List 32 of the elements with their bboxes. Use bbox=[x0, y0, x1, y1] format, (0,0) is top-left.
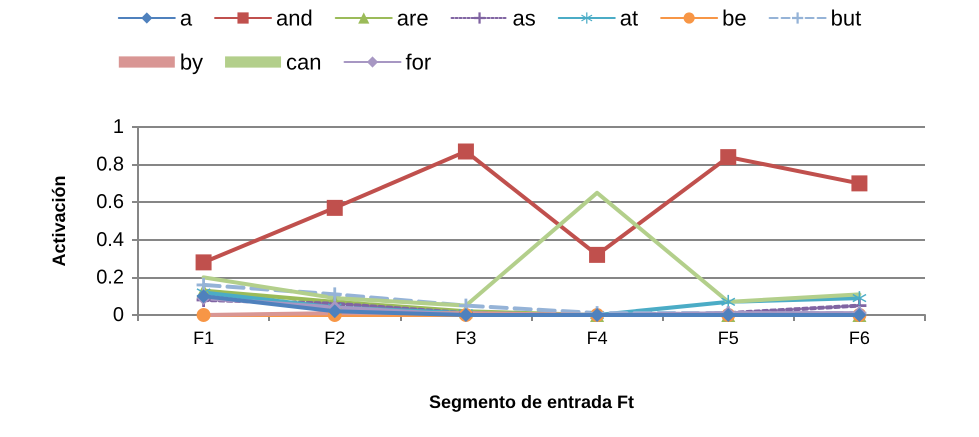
x-tick-label: F2 bbox=[324, 328, 346, 348]
point bbox=[458, 143, 474, 160]
y-tick-label: 0.4 bbox=[96, 228, 124, 251]
legend-label: a bbox=[180, 6, 193, 30]
y-tick-label: 0.6 bbox=[96, 191, 124, 214]
point bbox=[196, 308, 211, 322]
legend-label: for bbox=[406, 50, 432, 74]
point bbox=[196, 254, 212, 270]
x-tick-label: F3 bbox=[455, 328, 476, 348]
point bbox=[720, 149, 736, 166]
point bbox=[326, 200, 343, 216]
legend-label: but bbox=[830, 6, 862, 30]
legend-label: be bbox=[722, 6, 747, 30]
point bbox=[851, 175, 868, 192]
y-axis-title: Activación bbox=[49, 175, 69, 267]
legend-label: are bbox=[396, 6, 429, 30]
y-tick-label: 0.8 bbox=[96, 154, 124, 176]
x-axis-title: Segmento de entrada Ft bbox=[428, 392, 634, 412]
x-tick-label: F5 bbox=[718, 328, 739, 348]
y-tick-label: 0.2 bbox=[96, 266, 124, 288]
point bbox=[589, 246, 606, 263]
legend-label: as bbox=[512, 6, 536, 30]
legend-label: by bbox=[180, 50, 204, 74]
legend-label: at bbox=[620, 6, 638, 30]
legend-label: can bbox=[286, 50, 322, 74]
y-tick-label: 1 bbox=[112, 116, 124, 138]
legend-label: and bbox=[276, 6, 313, 30]
y-tick-label: 0 bbox=[112, 304, 124, 326]
point bbox=[852, 291, 866, 306]
x-tick-label: F4 bbox=[586, 328, 608, 348]
x-tick-label: F1 bbox=[193, 328, 214, 348]
x-tick-label: F6 bbox=[848, 328, 870, 348]
